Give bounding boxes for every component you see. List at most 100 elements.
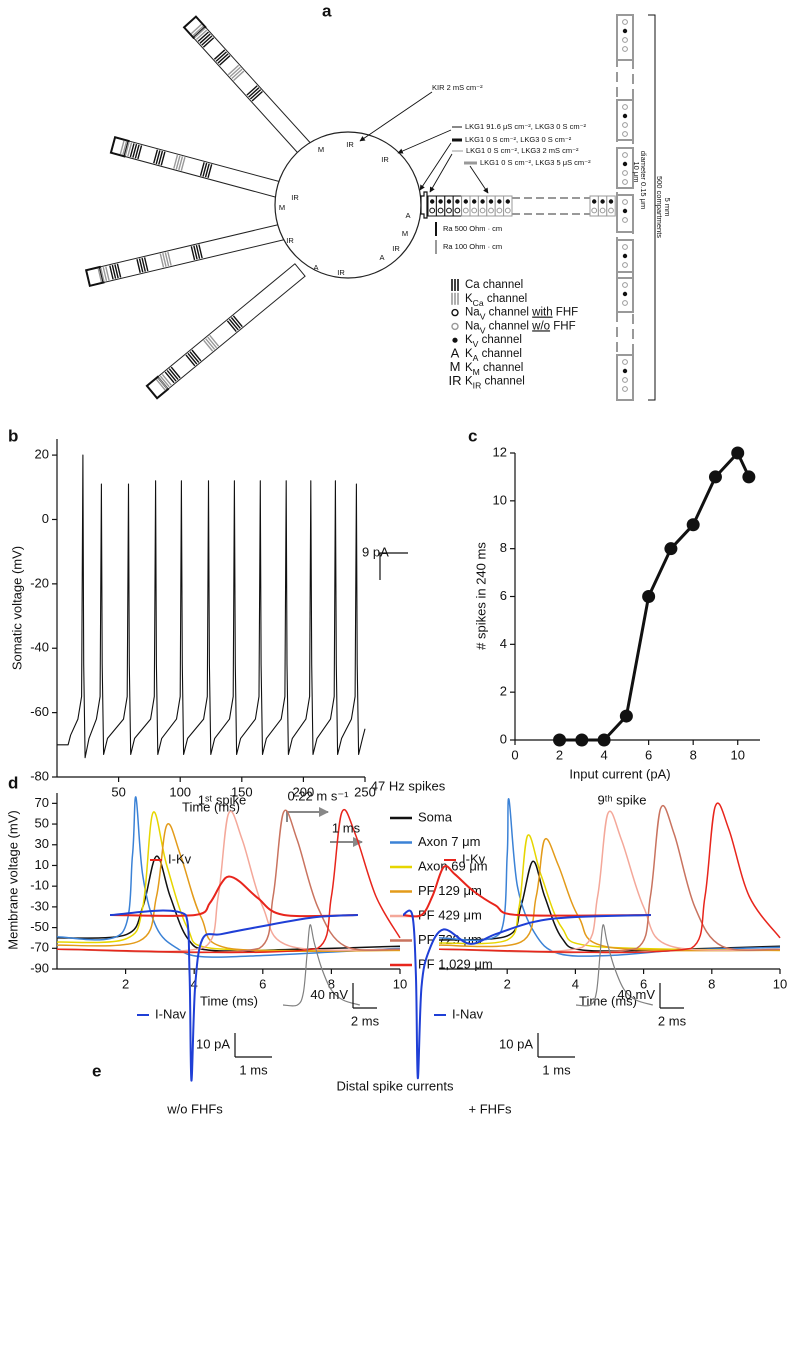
- channel-stripe: [162, 252, 167, 267]
- x-axis-label: Time (ms): [200, 993, 258, 1008]
- text-part: channel: [478, 334, 521, 346]
- marker: [575, 733, 589, 747]
- dimension-label: 10 μm: [632, 162, 641, 183]
- scale-label: 40 mV: [617, 987, 655, 1002]
- x-tick-label: 200: [293, 784, 315, 799]
- y-axis-label: Membrane voltage (mV): [5, 810, 20, 949]
- channel-stripe: [195, 29, 208, 41]
- kv-channel: [608, 199, 614, 204]
- x-tick-label: 4: [572, 976, 579, 991]
- text-part: IR: [473, 381, 482, 391]
- inset-line: [282, 924, 360, 1007]
- kv-channel: [600, 199, 605, 204]
- nav-channel: [622, 152, 628, 158]
- channel-stripe: [161, 373, 172, 386]
- legend-label: KV channel: [465, 334, 522, 349]
- kv-channel: [622, 291, 628, 297]
- nav-channel: [622, 179, 628, 185]
- channel-stripe: [102, 267, 108, 281]
- y-tick-label: -80: [30, 768, 49, 783]
- axon-hillock: [420, 191, 428, 219]
- channel-stripe: [190, 246, 196, 261]
- text-part: K: [465, 362, 473, 374]
- nav-channel: [591, 207, 598, 214]
- legend-circle: [451, 322, 459, 331]
- kv-channel: [472, 199, 477, 204]
- channel-stripe: [119, 140, 125, 155]
- legend-label: I-Kv: [462, 851, 486, 866]
- y-tick-label: 4: [500, 636, 507, 651]
- x-tick-label: 2: [556, 747, 563, 762]
- soma-channel-label: IR: [392, 244, 400, 253]
- channel-stripe: [193, 245, 198, 260]
- axon-compartment: [606, 195, 616, 217]
- text-part: channel: [481, 376, 524, 388]
- y-tick-label: 0: [42, 511, 49, 526]
- series-line: [438, 802, 781, 954]
- annotation: 9 pA: [362, 544, 389, 559]
- scale-label: 2 ms: [351, 1013, 380, 1028]
- marker: [597, 733, 611, 747]
- channel-stripe: [195, 244, 201, 259]
- channel-stripe: [248, 87, 260, 98]
- series-line: [559, 451, 751, 742]
- x-tick-label: 6: [640, 976, 647, 991]
- channel-stripe: [203, 339, 214, 352]
- x-axis-label: Input current (pA): [569, 766, 670, 781]
- channel-stripe: [137, 145, 143, 160]
- channel-stripe: [157, 377, 168, 389]
- channel-stripe: [209, 334, 220, 347]
- channel-stripe: [199, 162, 205, 177]
- x-tick-label: 8: [690, 747, 697, 762]
- channel-stripe: [187, 352, 198, 365]
- y-axis-label: Somatic voltage (mV): [9, 546, 24, 670]
- kv-channel: [622, 368, 628, 374]
- kv-channel: [592, 199, 597, 204]
- x-tick-label: 10: [730, 747, 744, 762]
- soma-channel-label: M: [318, 145, 324, 154]
- x-tick-label: 50: [111, 784, 125, 799]
- text-part: K: [465, 376, 473, 388]
- channel-stripe: [192, 25, 204, 37]
- channel-stripe: [168, 368, 179, 380]
- text-part: channel: [485, 320, 532, 332]
- dimension-label: diameter 0.15 μm: [639, 151, 648, 210]
- channel-stripe: [213, 49, 226, 60]
- heading: 47 Hz spikes: [371, 778, 446, 793]
- pf-compartment: [616, 194, 634, 233]
- channel-stripe: [114, 264, 119, 279]
- kv-channel: [455, 199, 460, 204]
- nav-channel: [622, 46, 628, 52]
- nav-channel: [622, 217, 628, 223]
- kv-channel: [622, 113, 628, 119]
- channel-stripe: [158, 150, 164, 165]
- channel-stripe: [132, 143, 138, 158]
- y-tick-label: -90: [30, 960, 49, 975]
- series-line: [438, 810, 781, 953]
- chart-title: 1ˢᵗ spike: [198, 792, 246, 807]
- series-line: [57, 454, 366, 759]
- y-tick-label: 50: [35, 815, 49, 830]
- panel-label: c: [468, 426, 477, 445]
- channel-stripe: [173, 154, 179, 169]
- nav-channel: [622, 170, 628, 176]
- channel-stripe: [127, 142, 133, 157]
- conductance-label: LKG1 91.6 μS cm⁻², LKG3 0 S cm⁻²: [465, 122, 587, 131]
- axon-compartment: [503, 195, 513, 217]
- nav-channel: [622, 262, 628, 268]
- x-tick-label: 0: [511, 747, 518, 762]
- channel-stripe: [233, 70, 245, 81]
- series-line: [56, 796, 401, 958]
- text-part: channel: [478, 348, 521, 360]
- legend-label: I-Nav: [155, 1006, 187, 1021]
- series-line: [438, 834, 781, 952]
- text-part: channel: [480, 362, 523, 374]
- text-part: FHF: [553, 307, 579, 319]
- text-part: A: [473, 353, 479, 363]
- resistance-label: Ra 100 Ohm · cm: [443, 242, 502, 251]
- channel-stripe: [202, 37, 215, 48]
- channel-stripe: [191, 349, 202, 362]
- channel-stripe: [105, 266, 110, 281]
- channel-stripe: [249, 89, 262, 100]
